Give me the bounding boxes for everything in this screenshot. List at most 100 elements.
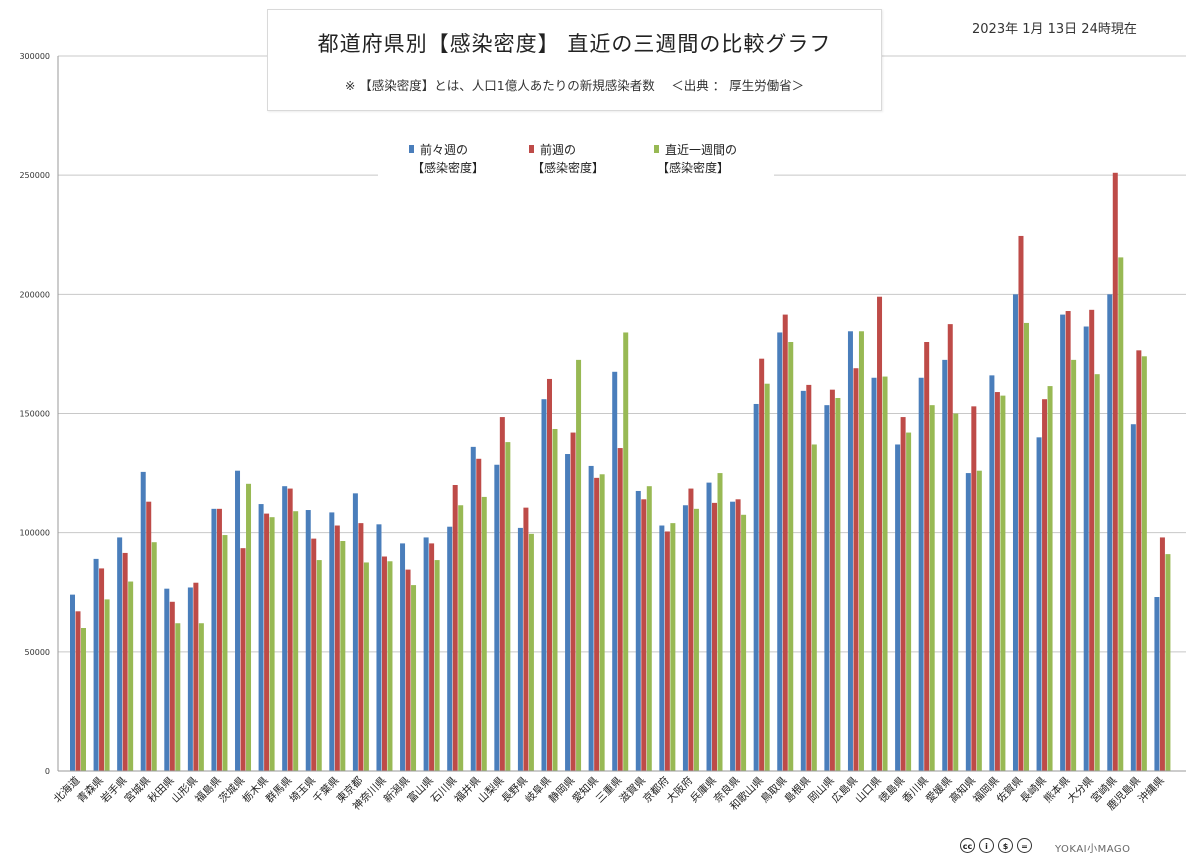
bar <box>387 561 393 771</box>
bar <box>735 499 741 771</box>
bar <box>476 458 482 771</box>
bar <box>1023 322 1029 771</box>
bar <box>75 611 81 771</box>
bar <box>764 383 770 771</box>
bar <box>811 444 817 771</box>
bar <box>169 601 175 771</box>
legend-label: 前々週の <box>420 142 468 157</box>
x-axis-ticks: 北海道青森県岩手県宮城県秋田県山形県福島県茨城県栃木県群馬県埼玉県千葉県東京都神… <box>51 774 1167 813</box>
legend-label: 【感染密度】 <box>412 160 484 175</box>
bar <box>222 535 228 771</box>
creative-commons-icon: cc <box>960 838 975 853</box>
bar <box>947 324 953 771</box>
legend: 前々週の【感染密度】 前週の【感染密度】 直近一週間の【感染密度】 <box>378 134 774 180</box>
y-tick-label: 0 <box>45 767 50 776</box>
legend-label: 直近一週間の <box>665 143 737 157</box>
bar <box>853 368 859 771</box>
bar <box>1141 356 1147 771</box>
bar <box>458 505 464 771</box>
bar <box>858 331 864 771</box>
bar <box>1083 326 1089 771</box>
y-axis-ticks: 0 50000 100000 150000 200000 250000 300000 <box>19 52 50 776</box>
bar <box>405 569 411 771</box>
bar <box>1118 257 1124 771</box>
bar <box>240 548 246 771</box>
bar <box>117 537 123 771</box>
bar <box>523 507 529 771</box>
bar <box>311 538 317 771</box>
bar <box>617 448 623 771</box>
noderivatives-icon: = <box>1017 838 1032 853</box>
bar <box>151 542 157 771</box>
bar <box>829 389 835 771</box>
bar <box>1089 309 1095 771</box>
bar <box>693 508 699 771</box>
bar <box>712 502 718 771</box>
bar <box>623 332 629 771</box>
bar <box>641 499 647 771</box>
bar <box>246 483 252 771</box>
bar <box>924 342 930 771</box>
bar <box>235 470 241 771</box>
bar <box>588 465 594 771</box>
bar <box>164 588 170 771</box>
bar <box>287 488 293 771</box>
x-tick-label: 沖縄県 <box>1135 774 1167 806</box>
bar <box>334 525 340 771</box>
bar <box>269 517 275 771</box>
bar <box>777 332 783 771</box>
bar <box>670 523 676 771</box>
credit-text: YOKAI小MAGO <box>1055 844 1131 855</box>
bar <box>505 442 511 771</box>
bar <box>1130 424 1136 771</box>
bar <box>976 470 982 771</box>
bar <box>1060 314 1066 771</box>
axes <box>57 56 1186 772</box>
bar <box>517 527 523 771</box>
bar <box>363 562 369 771</box>
bar <box>376 524 382 771</box>
bar <box>989 375 995 771</box>
bar <box>193 582 199 771</box>
legend-box <box>378 134 774 180</box>
bar <box>759 358 765 771</box>
bar <box>942 359 948 771</box>
legend-swatch <box>529 145 534 153</box>
bar <box>452 485 458 771</box>
bar <box>93 558 99 771</box>
bar <box>847 331 853 771</box>
bar <box>541 399 547 771</box>
bar <box>900 417 906 771</box>
bar <box>305 510 311 771</box>
bar <box>877 296 883 771</box>
attribution-icon: i <box>979 838 994 853</box>
y-tick-label: 100000 <box>19 529 50 538</box>
bar <box>971 406 977 771</box>
legend-label: 前週の <box>540 142 576 157</box>
bar <box>481 496 487 771</box>
y-tick-label: 50000 <box>25 648 50 657</box>
bar <box>599 474 605 771</box>
bar <box>104 599 110 771</box>
bar <box>352 493 358 771</box>
bar <box>1165 554 1171 771</box>
bar <box>664 531 670 771</box>
legend-swatch <box>409 145 414 153</box>
bar <box>470 446 476 771</box>
bar <box>806 384 812 771</box>
y-tick-label: 250000 <box>19 171 50 180</box>
bar <box>264 513 270 771</box>
bar <box>782 314 788 771</box>
bar <box>81 628 86 771</box>
bar <box>340 541 346 771</box>
bar <box>688 488 694 771</box>
bar <box>741 514 747 771</box>
bar <box>494 464 500 771</box>
bar <box>800 390 806 771</box>
bar <box>1107 294 1113 771</box>
bar <box>499 417 505 771</box>
bar <box>316 560 322 771</box>
bar <box>1136 350 1142 771</box>
bar <box>358 523 364 771</box>
bar <box>70 594 75 771</box>
